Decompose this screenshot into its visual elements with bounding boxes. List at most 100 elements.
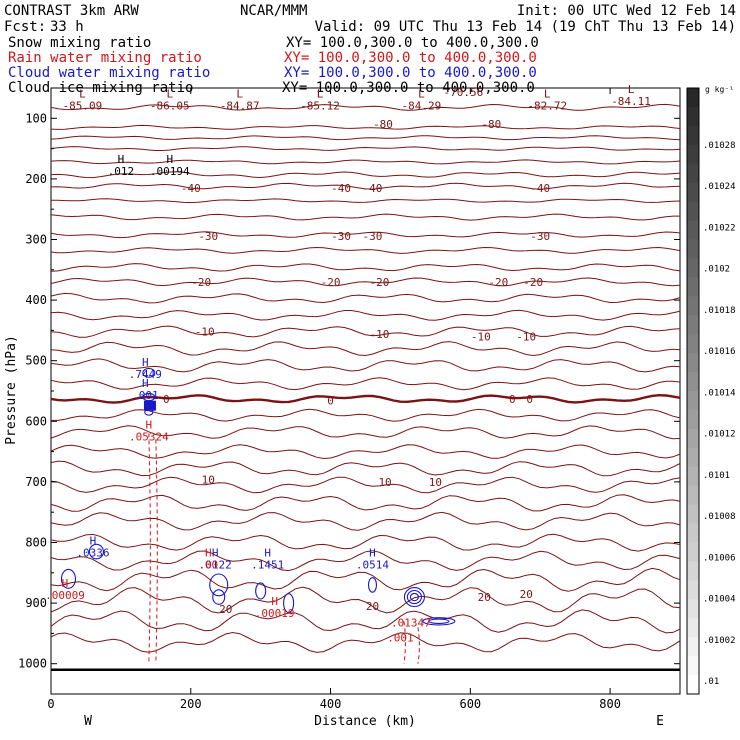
colorbar-swatch xyxy=(687,163,699,184)
temperature-contour xyxy=(50,358,681,373)
temperature-contour xyxy=(50,213,680,221)
colorbar-swatch xyxy=(687,220,699,240)
valid-time: Valid: 09 UTC Thu 13 Feb 14 (19 ChT Thu … xyxy=(315,19,736,35)
temperature-extremum-value: -80 xyxy=(373,118,393,131)
x-axis-label: Distance (km) xyxy=(314,714,416,729)
colorbar-label: .01028 xyxy=(703,141,736,151)
temperature-contour xyxy=(50,325,681,338)
temperature-contour xyxy=(50,511,681,531)
contour-label: -20 xyxy=(488,276,508,289)
y-tick-label: 700 xyxy=(25,475,47,489)
y-tick-label: 300 xyxy=(25,233,47,247)
rain-water-contour xyxy=(155,439,158,664)
colorbar-label: .01006 xyxy=(703,553,736,563)
field-xy: XY= 100.0,300.0 to 400.0,300.0 xyxy=(284,65,537,81)
contour-label: -20 xyxy=(321,276,341,289)
rain-water-extremum-value: .00019 xyxy=(255,607,295,620)
colorbar-swatch xyxy=(687,144,699,165)
colorbar-swatch xyxy=(687,409,699,430)
colorbar-swatch xyxy=(687,618,699,638)
temperature-extremum-marker: L xyxy=(544,87,551,100)
colorbar-label: .01008 xyxy=(703,512,736,522)
rain-water-contour xyxy=(403,621,406,664)
y-tick-label: 600 xyxy=(25,414,47,428)
cloud-water-contour xyxy=(422,617,456,626)
temperature-extremum-value: -84.87 xyxy=(220,99,260,112)
colorbar-swatch xyxy=(687,561,699,581)
contour-label: -20 xyxy=(523,276,543,289)
temperature-contour xyxy=(50,159,681,165)
colorbar-unit: g kg⁻¹ xyxy=(705,85,734,94)
temperature-contour xyxy=(50,171,681,179)
colorbar-swatch xyxy=(687,675,699,695)
cloud-water-contour xyxy=(283,593,295,614)
colorbar-swatch xyxy=(687,466,699,487)
temperature-contour xyxy=(50,444,681,460)
temperature-contour xyxy=(50,182,681,190)
cloud-water-contour xyxy=(209,573,229,597)
contour-label: 20 xyxy=(366,600,379,613)
colorbar-swatch xyxy=(687,599,699,619)
contour-label: -10 xyxy=(516,330,536,343)
y-tick-label: 100 xyxy=(25,111,47,125)
colorbar-swatch xyxy=(687,88,699,108)
colorbar-swatch xyxy=(687,277,699,297)
contour-label: -10 xyxy=(370,328,390,341)
colorbar-label: .01004 xyxy=(703,595,736,605)
temperature-contour xyxy=(51,408,681,422)
colorbar-label: .01016 xyxy=(703,347,736,357)
colorbar-label: .0101 xyxy=(703,471,730,481)
cloud-water-extremum-marker: H xyxy=(264,547,271,560)
x-tick-label: 400 xyxy=(320,697,342,711)
temperature-extremum-marker: L xyxy=(418,87,425,100)
contour-label: 0 xyxy=(163,393,170,406)
colorbar-swatch xyxy=(687,106,699,127)
temperature-extremum-value: -70.56 xyxy=(443,86,483,99)
colorbar-swatch xyxy=(687,504,699,525)
temperature-contour xyxy=(50,586,681,614)
cloud-water-contour xyxy=(142,367,156,378)
fcst-label: Fcst: xyxy=(4,19,46,35)
colorbar-swatch xyxy=(687,334,699,354)
temperature-extremum-marker: L xyxy=(317,87,324,100)
contour-label: 20 xyxy=(219,603,232,616)
contour-label: -40 xyxy=(363,182,383,195)
center-label: NCAR/MMM xyxy=(240,3,307,19)
temperature-contour xyxy=(50,309,681,321)
field-name: Snow mixing ratio xyxy=(8,35,151,51)
cloud-water-extremum-value: .001 xyxy=(132,389,159,402)
temperature-contour xyxy=(50,460,681,477)
rain-water-extremum-value: .00009 xyxy=(45,589,85,602)
x-end-left: W xyxy=(84,714,92,729)
colorbar-swatch xyxy=(687,391,699,411)
plot-layer: -40 -40 -40 -40 -30 -30 -30 -30 -20 -20 -20 -20 -20 -… xyxy=(45,83,681,672)
temperature-extremum-marker: L xyxy=(628,83,635,96)
temperature-contour xyxy=(50,341,681,357)
colorbar-label: .01012 xyxy=(703,430,736,440)
snow-ice-extremum-marker: H xyxy=(118,153,125,166)
colorbar-swatch xyxy=(687,315,699,335)
rain-water-contour xyxy=(417,627,420,664)
colorbar-label: .01014 xyxy=(703,388,736,398)
y-axis-label: Pressure (hPa) xyxy=(4,335,19,445)
temperature-extremum-value: -80 xyxy=(481,118,501,131)
temperature-contour xyxy=(50,263,681,272)
rain-water-extremum-value: .05324 xyxy=(129,430,169,443)
fcst-value: 33 h xyxy=(50,19,84,35)
colorbar-swatch xyxy=(687,637,699,657)
colorbar-swatch xyxy=(687,296,699,316)
rain-water-extremum-value: .001 xyxy=(387,631,414,644)
contour-label: -30 xyxy=(530,230,550,243)
temperature-extremum-value: -84.29 xyxy=(402,99,442,112)
colorbar-label: .01022 xyxy=(703,223,736,233)
cloud-water-extremum-marker: H xyxy=(212,547,219,560)
colorbar-label: .01002 xyxy=(703,636,736,646)
contour-label: -30 xyxy=(363,230,383,243)
colorbar-label: .01018 xyxy=(703,306,736,316)
temperature-contour xyxy=(50,476,681,494)
init-time: Init: 00 UTC Wed 12 Feb 14 xyxy=(517,3,736,19)
rain-water-extremum-marker: H xyxy=(205,547,212,560)
cloud-water-contour xyxy=(409,592,419,602)
